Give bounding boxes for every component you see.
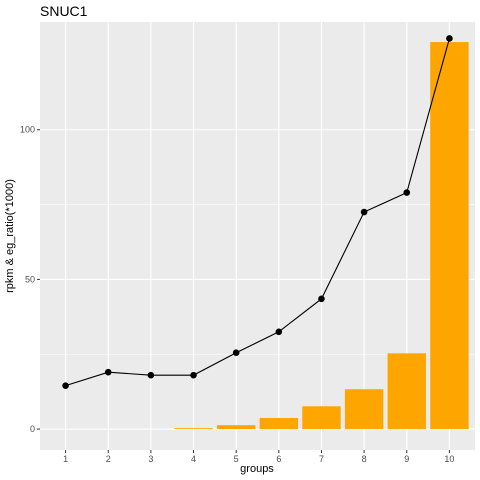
y-axis: 0 50 100 xyxy=(20,125,40,434)
x-tick-label: 2 xyxy=(106,454,111,464)
bar-7 xyxy=(302,406,341,430)
series-line xyxy=(65,38,450,387)
point-8 xyxy=(360,208,368,216)
line-series xyxy=(65,38,450,387)
bar-series xyxy=(174,42,469,430)
point-2 xyxy=(104,368,112,376)
y-axis-title: rpkm & eg_ratio(*1000) xyxy=(4,179,16,293)
point-4 xyxy=(190,371,197,379)
y-tick-label: 50 xyxy=(25,274,35,284)
point-9 xyxy=(403,189,411,196)
x-tick-label: 3 xyxy=(148,454,153,464)
x-tick-label: 6 xyxy=(276,454,281,464)
y-tick-label: 0 xyxy=(30,424,35,434)
y-tick-label: 100 xyxy=(20,125,35,135)
x-tick-label: 1 xyxy=(63,454,68,464)
point-10 xyxy=(446,35,453,42)
x-tick-label: 10 xyxy=(444,454,454,464)
x-tick-label: 5 xyxy=(234,454,239,464)
point-5 xyxy=(232,349,240,357)
x-axis-title: groups xyxy=(240,463,274,475)
x-tick-label: 8 xyxy=(362,454,367,464)
bar-6 xyxy=(259,417,299,430)
bar-5 xyxy=(216,425,256,430)
x-tick-label: 4 xyxy=(191,454,196,464)
bar-8 xyxy=(344,389,384,430)
x-axis: 1 2 3 4 5 6 7 8 9 10 xyxy=(63,450,454,464)
chart-title: SNUC1 xyxy=(40,3,88,19)
x-tick-label: 9 xyxy=(404,454,409,464)
line-points xyxy=(62,35,453,389)
x-tick-label: 7 xyxy=(319,454,324,464)
point-7 xyxy=(318,295,325,303)
point-3 xyxy=(147,371,155,379)
point-6 xyxy=(275,328,283,336)
point-1 xyxy=(62,382,69,389)
bar-10 xyxy=(430,42,469,430)
bar-4 xyxy=(174,428,213,430)
bar-9 xyxy=(387,353,426,430)
